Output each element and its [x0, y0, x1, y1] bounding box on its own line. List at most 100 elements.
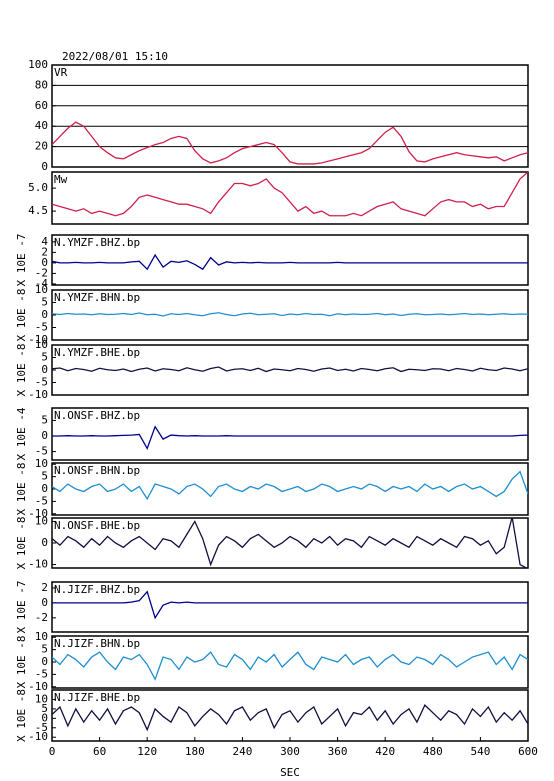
- y-tick-label: 0: [41, 536, 48, 549]
- panel-label: N.ONSF.BHE.bp: [54, 519, 140, 532]
- y-axis-label: X 10E -8: [15, 463, 28, 516]
- x-tick-label: 60: [93, 745, 106, 758]
- x-tick-label: 300: [280, 745, 300, 758]
- y-tick-label: 2: [41, 581, 48, 594]
- y-tick-label: -10: [28, 558, 48, 571]
- y-tick-label: 10: [35, 283, 48, 296]
- y-axis-label: X 10E -8: [15, 289, 28, 342]
- y-tick-label: 5: [41, 470, 48, 483]
- y-tick-label: -2: [35, 611, 48, 624]
- y-axis-label: X 10E -7: [15, 234, 28, 287]
- y-tick-label: 100: [28, 58, 48, 71]
- y-tick-label: 5.0: [28, 181, 48, 194]
- y-tick-label: 0: [41, 160, 48, 173]
- y-tick-label: 5: [41, 702, 48, 715]
- y-tick-label: -5: [35, 667, 48, 680]
- chart-title: 2022/08/01 15:10: [62, 50, 168, 63]
- panel-label: N.YMZF.BHE.bp: [54, 346, 140, 359]
- y-tick-label: 80: [35, 78, 48, 91]
- y-tick-label: 0: [41, 363, 48, 376]
- panel-label: N.JIZF.BHN.bp: [54, 637, 140, 650]
- y-axis-label: X 10E -7: [15, 581, 28, 634]
- y-tick-label: 10: [35, 630, 48, 643]
- y-tick-label: 5: [41, 643, 48, 656]
- panel-label: N.ONSF.BHN.bp: [54, 464, 140, 477]
- panel-frame: [51, 234, 529, 286]
- y-tick-label: 4: [41, 235, 48, 248]
- x-tick-label: 360: [328, 745, 348, 758]
- x-axis-label: SEC: [280, 766, 300, 779]
- y-axis-label: X 10E -8: [15, 636, 28, 689]
- y-tick-label: -10: [28, 730, 48, 743]
- trace: [52, 366, 528, 373]
- y-tick-label: -4: [35, 277, 49, 290]
- panel-frame: [51, 462, 529, 516]
- y-tick-label: 5: [41, 351, 48, 364]
- panel-frame: [51, 635, 529, 689]
- panel-frame: [51, 517, 529, 569]
- x-tick-label: 420: [375, 745, 395, 758]
- y-tick-label: 10: [35, 457, 48, 470]
- y-tick-label: -10: [28, 388, 48, 401]
- y-tick-label: 0: [41, 711, 48, 724]
- trace: [52, 253, 528, 271]
- trace: [52, 704, 528, 732]
- panel-frame: [51, 344, 529, 396]
- y-tick-label: 0: [41, 655, 48, 668]
- x-tick-label: 240: [232, 745, 252, 758]
- y-tick-label: -5: [35, 445, 48, 458]
- y-axis-label: X 10E -8: [15, 517, 28, 570]
- y-tick-label: -10: [28, 507, 48, 520]
- x-tick-label: 600: [518, 745, 538, 758]
- x-tick-label: 540: [470, 745, 490, 758]
- trace: [52, 518, 528, 568]
- panel-label: Mw: [54, 173, 68, 186]
- y-tick-label: 10: [35, 338, 48, 351]
- y-tick-label: 60: [35, 99, 48, 112]
- y-tick-label: 0: [41, 429, 48, 442]
- panel-label: N.YMZF.BHN.bp: [54, 291, 140, 304]
- y-axis-label: X 10E -8: [15, 344, 28, 397]
- y-tick-label: -2: [35, 266, 48, 279]
- y-axis-label: X 10E -4: [15, 407, 28, 460]
- y-tick-label: -10: [28, 680, 48, 693]
- panel-frame: [51, 407, 529, 461]
- y-tick-label: -5: [35, 494, 48, 507]
- x-tick-label: 120: [137, 745, 157, 758]
- panel-frame: [51, 171, 529, 225]
- y-tick-label: -5: [35, 721, 48, 734]
- y-tick-label: 2: [41, 245, 48, 258]
- y-tick-label: 0: [41, 482, 48, 495]
- y-tick-label: 20: [35, 140, 48, 153]
- y-tick-label: 5: [41, 413, 48, 426]
- y-tick-label: 10: [35, 514, 48, 527]
- trace: [52, 425, 528, 451]
- trace: [52, 172, 528, 217]
- y-tick-label: 5: [41, 296, 48, 309]
- y-tick-label: 0: [41, 256, 48, 269]
- panel-label: N.YMZF.BHZ.bp: [54, 236, 140, 249]
- y-tick-label: 0: [41, 308, 48, 321]
- panel-frame: [51, 581, 529, 633]
- panel-label: N.JIZF.BHZ.bp: [54, 583, 140, 596]
- panel-label: N.JIZF.BHE.bp: [54, 691, 140, 704]
- trace: [52, 590, 528, 620]
- y-axis-label: X 10E -8: [15, 689, 28, 742]
- trace: [52, 470, 528, 501]
- panel-frame: [51, 64, 529, 168]
- y-tick-label: -10: [28, 333, 48, 346]
- x-tick-label: 0: [49, 745, 56, 758]
- panel-label: VR: [54, 66, 68, 79]
- trace: [52, 651, 528, 681]
- y-tick-label: -5: [35, 321, 48, 334]
- y-tick-label: 10: [35, 692, 48, 705]
- trace: [52, 312, 528, 317]
- y-tick-label: 4.5: [28, 204, 48, 217]
- x-tick-label: 480: [423, 745, 443, 758]
- panel-frame: [51, 289, 529, 341]
- y-tick-label: 0: [41, 596, 48, 609]
- x-tick-label: 180: [185, 745, 205, 758]
- y-tick-label: -5: [35, 376, 48, 389]
